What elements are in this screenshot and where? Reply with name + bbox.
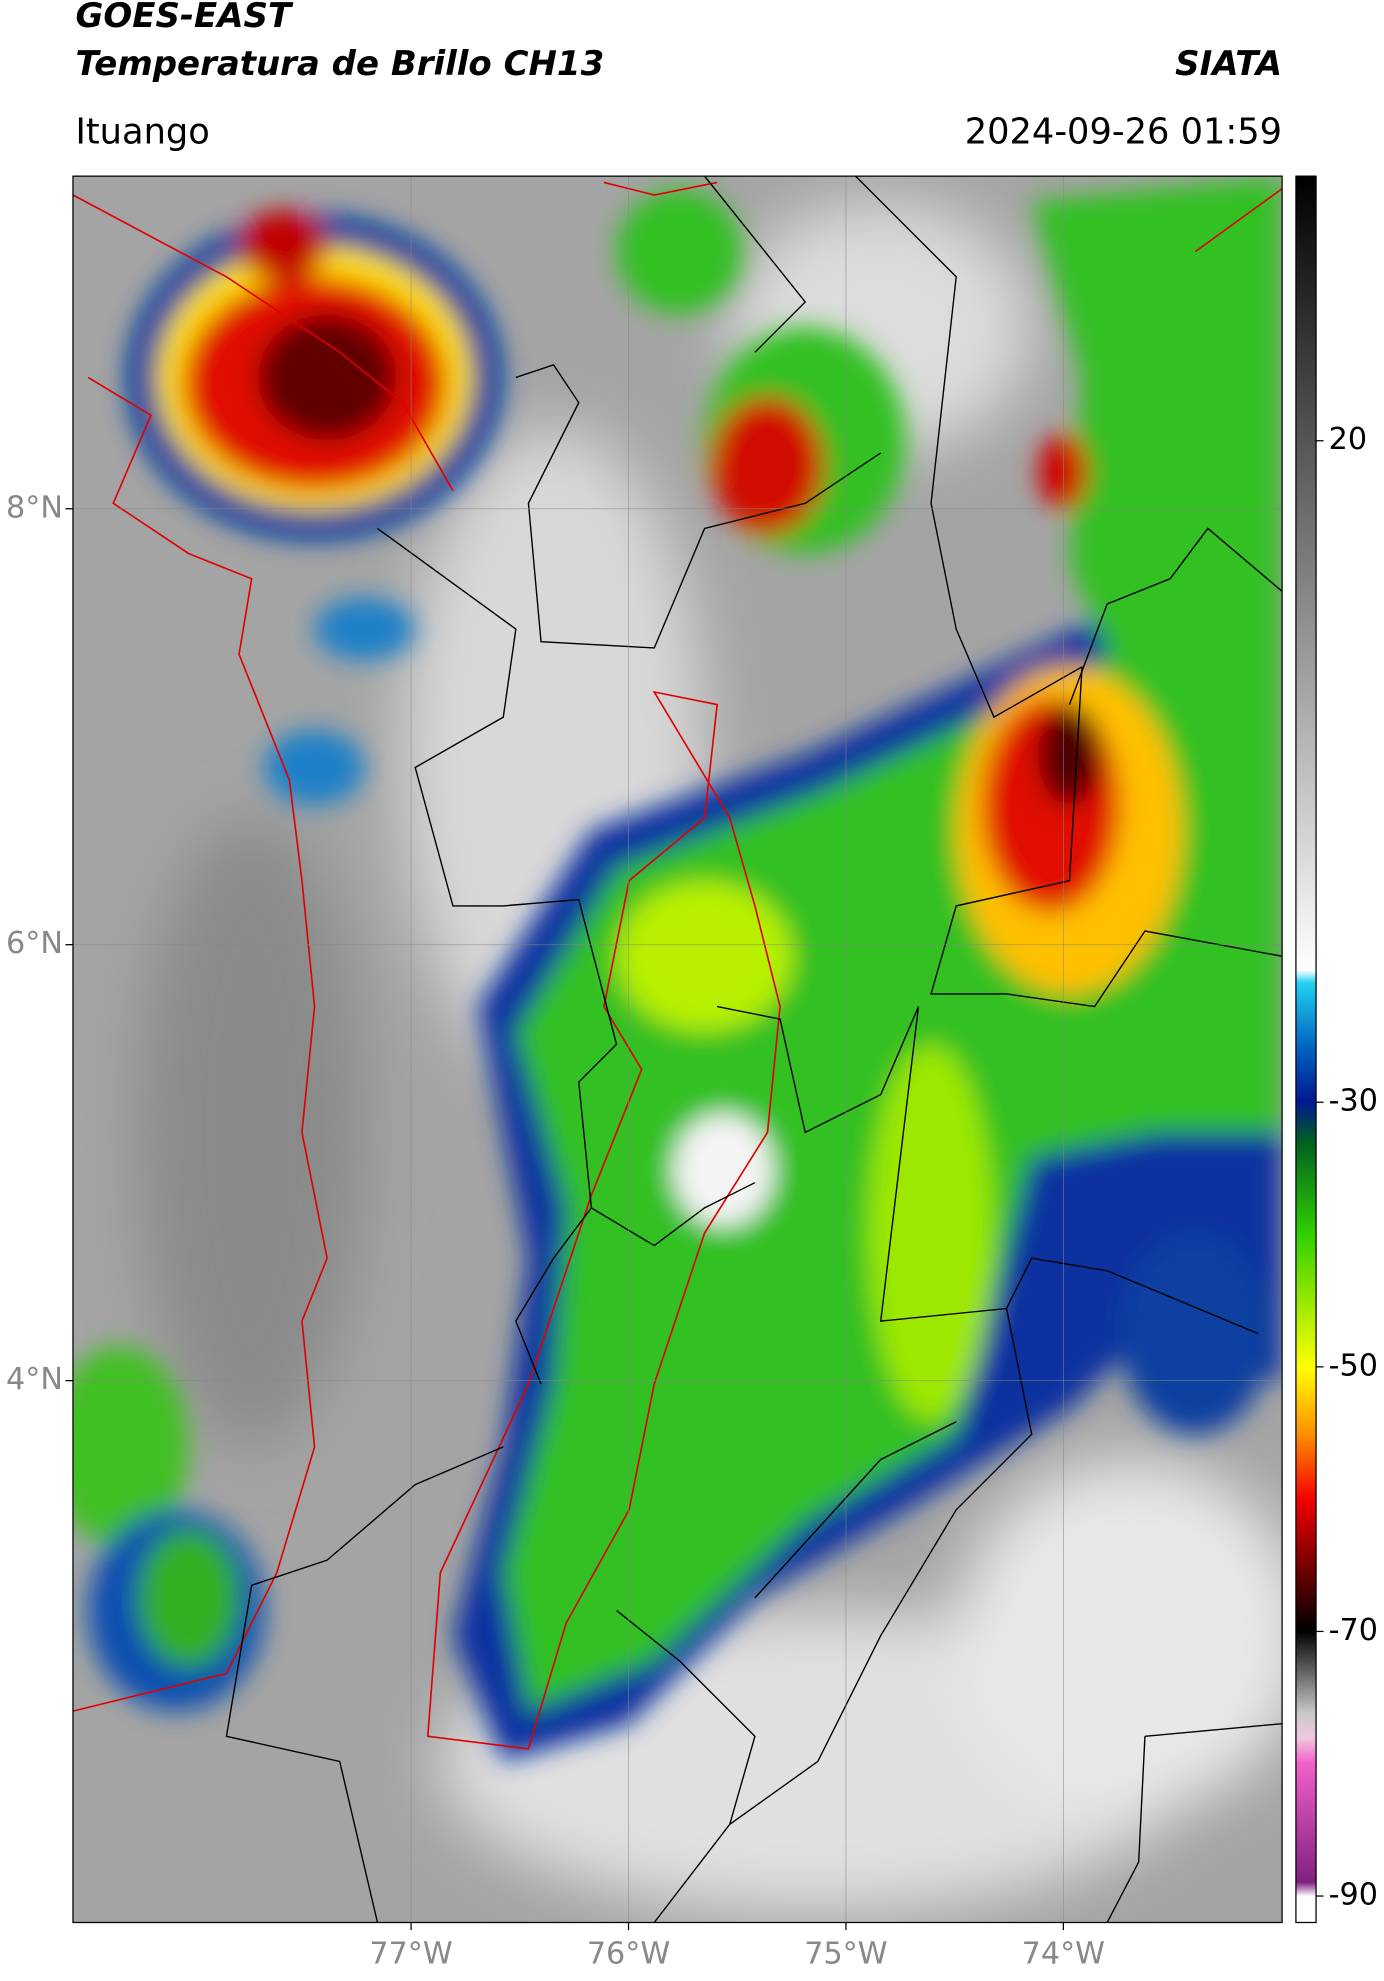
title: GOES-EAST [75, 0, 293, 36]
colorbar-tick-label: 20 [1329, 422, 1367, 457]
colorbar-tick-label: -30 [1329, 1084, 1378, 1119]
x-tick-label: 74°W [1022, 1937, 1105, 1972]
location: Ituango [75, 111, 209, 152]
brand: SIATA [1175, 44, 1282, 84]
map-frame [72, 175, 1283, 1924]
datetime: 2024-09-26 01:59 [965, 111, 1282, 152]
y-tick-label: 6°N [6, 926, 63, 961]
x-tick-label: 76°W [587, 1937, 670, 1972]
y-tick-label: 8°N [6, 490, 63, 525]
colorbar-tick-label: -70 [1329, 1613, 1378, 1648]
colorbar-tick-label: -90 [1329, 1878, 1378, 1913]
x-tick-label: 77°W [369, 1937, 452, 1972]
x-tick-label: 75°W [804, 1937, 887, 1972]
subtitle: Temperatura de Brillo CH13 [75, 44, 604, 84]
satellite-image [72, 176, 1283, 1923]
colorbar [1295, 175, 1317, 1924]
colorbar-tick-label: -50 [1329, 1348, 1378, 1383]
y-tick-label: 4°N [6, 1362, 63, 1397]
